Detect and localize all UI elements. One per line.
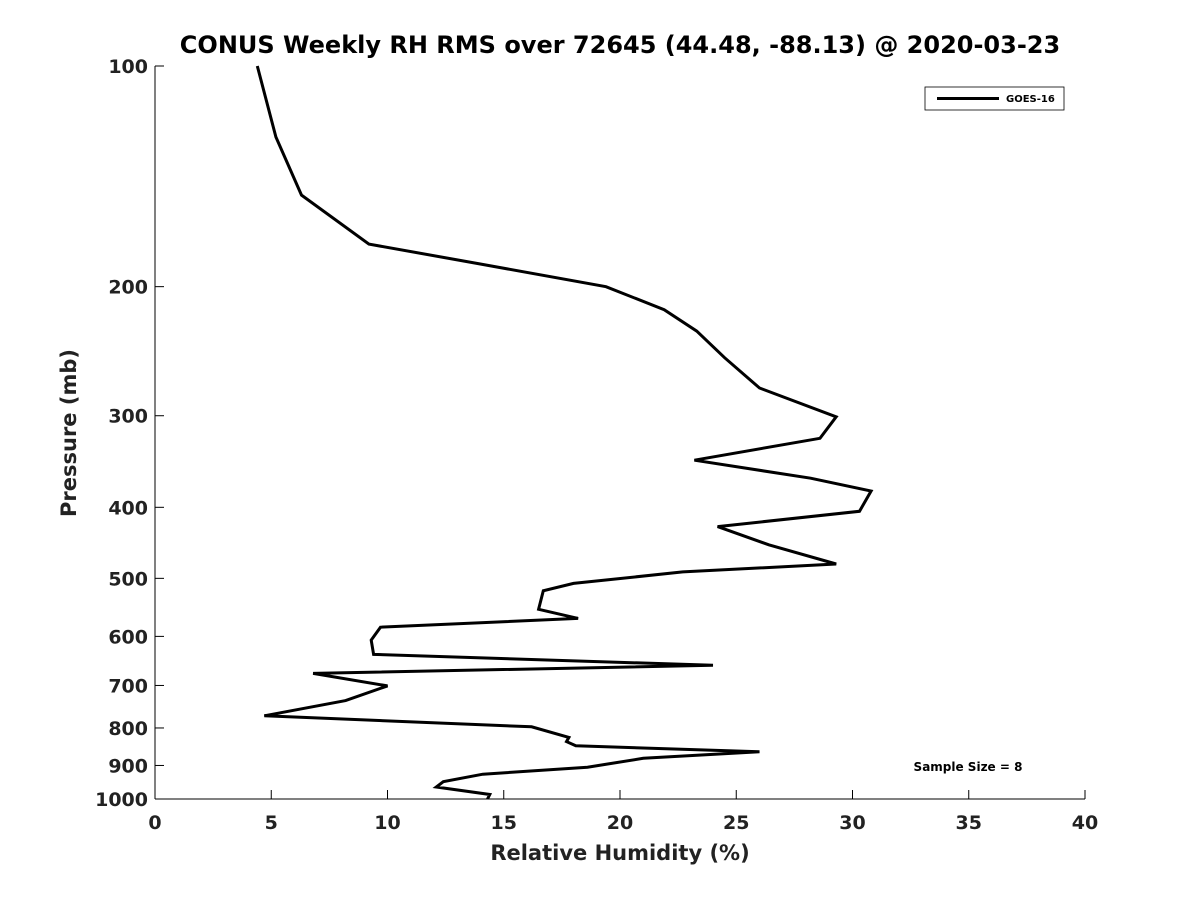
x-ticks-group: 0 5 10 15 20 25 30 35 40 — [148, 790, 1098, 834]
y-tick-label: 800 — [108, 718, 148, 740]
x-tick-label: 30 — [839, 812, 865, 834]
y-tick-label: 200 — [108, 277, 148, 299]
y-tick-label: 900 — [108, 755, 148, 777]
x-tick-label: 40 — [1072, 812, 1098, 834]
x-tick-label: 20 — [607, 812, 633, 834]
y-tick-label: 1000 — [95, 789, 148, 811]
x-tick-label: 25 — [723, 812, 749, 834]
y-ticks-group: 100 200 300 400 500 600 700 800 900 1000 — [95, 56, 164, 811]
x-tick-label: 5 — [265, 812, 278, 834]
y-tick-label: 300 — [108, 406, 148, 428]
x-axis-label: Relative Humidity (%) — [490, 841, 749, 865]
y-tick-label: 600 — [108, 626, 148, 648]
y-tick-label: 400 — [108, 497, 148, 519]
chart-title: CONUS Weekly RH RMS over 72645 (44.48, -… — [180, 31, 1060, 59]
y-tick-label: 100 — [108, 56, 148, 78]
series-group — [255, 65, 874, 800]
x-tick-label: 35 — [956, 812, 982, 834]
x-tick-label: 0 — [148, 812, 161, 834]
series-line-goes-16 — [255, 65, 874, 800]
sample-size-annotation: Sample Size = 8 — [914, 760, 1023, 774]
legend: GOES-16 — [924, 86, 1065, 111]
x-tick-label: 10 — [374, 812, 400, 834]
x-tick-label: 15 — [491, 812, 517, 834]
y-tick-label: 500 — [108, 568, 148, 590]
y-tick-label: 700 — [108, 675, 148, 697]
legend-label-goes-16: GOES-16 — [1006, 94, 1055, 105]
y-axis-label: Pressure (mb) — [57, 349, 81, 517]
